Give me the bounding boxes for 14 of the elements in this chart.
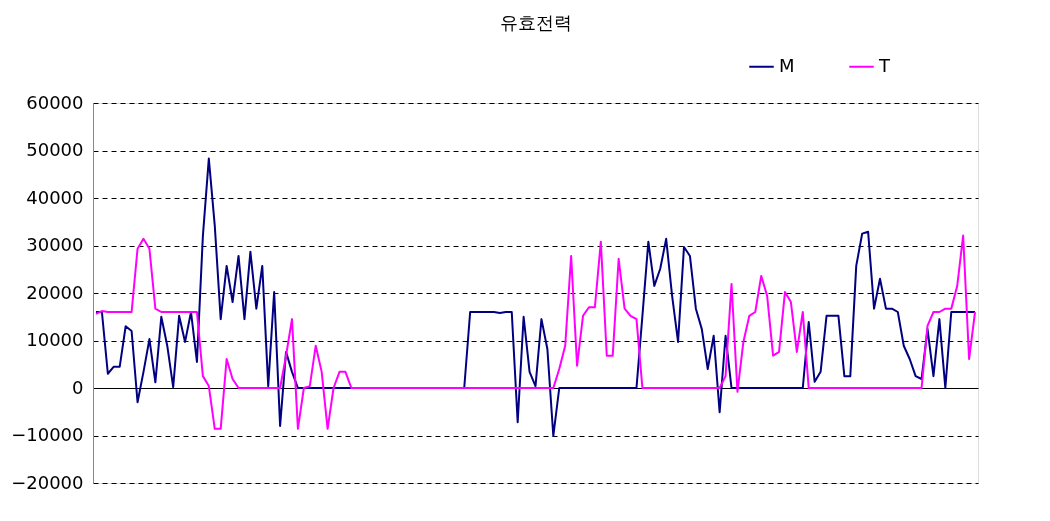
y-tick-label: 50000 bbox=[26, 139, 84, 160]
line-series bbox=[94, 157, 977, 437]
y-tick-label: 10000 bbox=[26, 329, 84, 350]
y-tick-label: 20000 bbox=[26, 281, 84, 303]
y-tick-label: 60000 bbox=[26, 91, 84, 113]
line-series bbox=[94, 234, 977, 430]
y-tick-label: −10000 bbox=[11, 424, 84, 445]
legend-label: M bbox=[779, 54, 795, 76]
y-tick-label: −20000 bbox=[11, 471, 84, 493]
chart-title: 유효전력 bbox=[499, 12, 572, 33]
y-tick-label: 40000 bbox=[26, 186, 84, 208]
y-tick-label: 0 bbox=[72, 376, 84, 398]
legend-label: T bbox=[878, 54, 891, 76]
y-tick-label: 30000 bbox=[26, 234, 84, 255]
